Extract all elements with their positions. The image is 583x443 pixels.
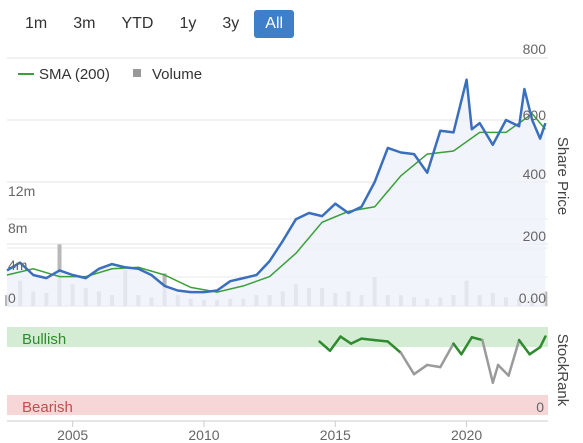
range-selector: 1m 3m YTD 1y 3y All: [14, 10, 298, 40]
bullish-band: [7, 327, 548, 347]
price-line: [6, 78, 547, 294]
stockrank-segment: [412, 363, 429, 376]
stockrank-segment: [491, 363, 500, 384]
price-tick-800: 800: [523, 41, 547, 57]
price-tick-200: 200: [523, 228, 547, 244]
price-axis-ticks: 800 600 400 200 0.00: [519, 41, 546, 306]
x-tick-label: 2005: [57, 427, 88, 443]
stockrank-segment: [373, 338, 390, 343]
stockrank-segment: [360, 337, 376, 342]
x-axis-ticks: 2005 2010 2015 2020: [57, 421, 482, 443]
range-button-all[interactable]: All: [254, 10, 295, 38]
bearish-band: [7, 395, 548, 415]
range-button-ytd[interactable]: YTD: [121, 15, 154, 32]
volume-tick-8m: 8m: [8, 220, 27, 236]
stockrank-segment: [425, 363, 442, 369]
x-tick-label: 2010: [188, 427, 219, 443]
price-tick-600: 600: [523, 107, 547, 123]
bullish-label: Bullish: [22, 331, 66, 348]
price-tick-400: 400: [523, 166, 547, 182]
stockrank-segment: [496, 363, 510, 377]
x-tick-label: 2020: [451, 427, 482, 443]
stockrank-segment: [339, 335, 353, 345]
bearish-label: Bearish: [22, 399, 73, 416]
stockrank-segment: [538, 335, 547, 349]
stockrank-segment: [528, 345, 542, 356]
volume-tick-0: 0: [8, 290, 16, 306]
stockrank-segment: [318, 340, 332, 352]
stockrank-segment: [507, 338, 521, 377]
stockrank-segment: [439, 342, 455, 369]
price-area-fill: [7, 79, 546, 306]
range-button-1m[interactable]: 1m: [25, 15, 48, 32]
price-axis-title: Share Price: [554, 137, 571, 215]
stockrank-segment: [328, 335, 342, 352]
sma-line: [6, 112, 546, 293]
stockrank-segment: [399, 351, 416, 376]
volume-tick-4m: 4m: [8, 257, 27, 273]
x-tick-label: 2015: [320, 427, 351, 443]
stockrank-segment: [386, 340, 403, 355]
range-button-3y[interactable]: 3y: [222, 15, 240, 32]
stockrank-segment: [452, 342, 463, 356]
legend[interactable]: SMA (200) Volume: [18, 66, 202, 83]
stockrank-segment: [460, 336, 474, 356]
stockrank-segment: [349, 337, 363, 345]
range-button-1y[interactable]: 1y: [179, 15, 197, 32]
volume-axis-ticks: 12m 8m 4m 0: [8, 183, 35, 306]
legend-sma-label[interactable]: SMA (200): [39, 66, 110, 83]
stockrank-line: [318, 335, 547, 384]
price-tick-0: 0.00: [519, 290, 546, 306]
stockrank-segment: [481, 338, 495, 384]
stockrank-segment: [470, 336, 484, 342]
rank-tick-0: 0: [536, 399, 544, 415]
volume-legend-swatch: [133, 69, 141, 77]
volume-tick-12m: 12m: [8, 183, 35, 199]
legend-volume-label[interactable]: Volume: [152, 66, 202, 83]
range-button-3m[interactable]: 3m: [73, 15, 96, 32]
stockrank-segment: [517, 338, 531, 356]
rank-axis-title: StockRank: [554, 334, 571, 407]
